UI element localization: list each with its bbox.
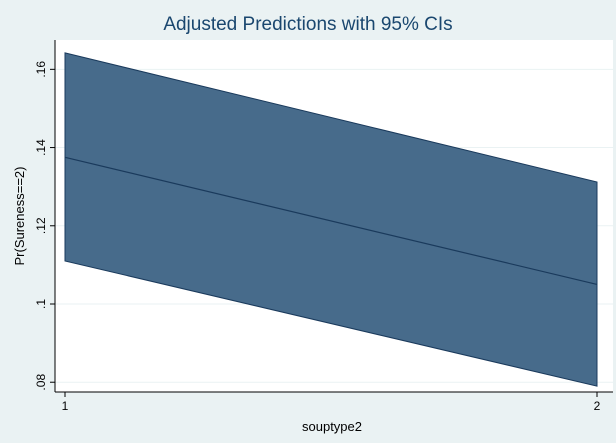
- y-tick-label-2: .12: [34, 217, 48, 234]
- x-axis-label: souptype2: [302, 419, 362, 434]
- y-tick-label-1: .1: [34, 299, 48, 309]
- ci-band: [64, 52, 598, 387]
- y-tick-label-0: .08: [34, 374, 48, 391]
- prediction-line-path: [64, 156, 598, 286]
- y-tick-label-3: .14: [34, 139, 48, 156]
- y-axis-label: Pr(Sureness==2): [12, 167, 27, 266]
- x-tick-label-1: 2: [594, 399, 601, 413]
- y-tick-label-4: .16: [34, 61, 48, 78]
- prediction-line: [64, 156, 598, 286]
- chart-title: Adjusted Predictions with 95% CIs: [163, 14, 452, 35]
- confidence-band: [64, 52, 598, 387]
- axes: .08 .1 .12 .14 .16 1 2: [34, 40, 613, 413]
- x-tick-label-0: 1: [62, 399, 69, 413]
